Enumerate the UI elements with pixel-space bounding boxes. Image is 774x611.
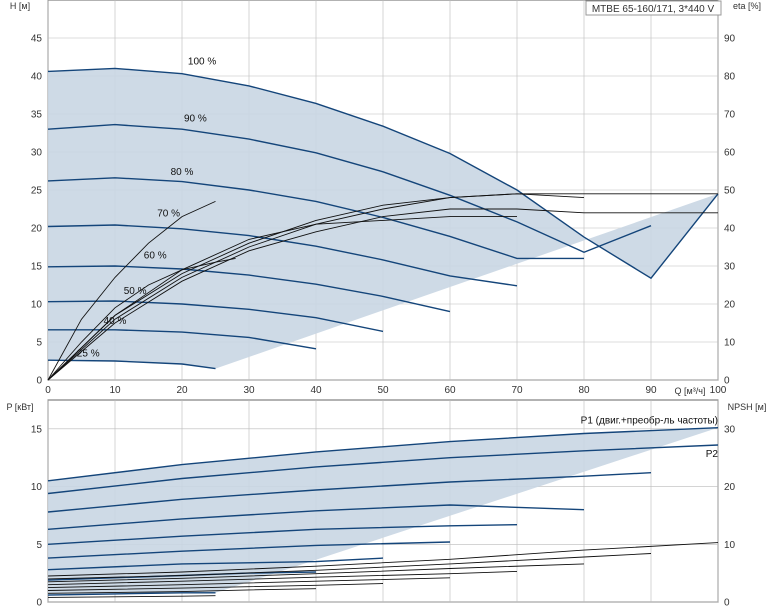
y-tick-label: 35 [31, 110, 43, 121]
curve-line [47, 300, 384, 333]
curve-line [47, 265, 451, 313]
y2-tick-label: 20 [724, 300, 736, 311]
curve-label: 100 % [188, 57, 216, 68]
secondary-curve-line [47, 583, 384, 591]
x-tick-label: 10 [109, 385, 121, 396]
x-tick-label: 20 [176, 385, 188, 396]
curve-label: P2 [706, 449, 719, 460]
curve-line [47, 592, 216, 596]
x-tick-label: 0 [45, 385, 51, 396]
secondary-curve-line [47, 200, 216, 381]
chart-title: MTBE 65-160/171, 3*440 V [592, 4, 715, 15]
y-tick-label: 25 [31, 186, 43, 197]
secondary-curve-line [47, 193, 585, 381]
secondary-curve-line [47, 595, 216, 598]
y2-axis-label-npsh: NPSH [м] [728, 402, 767, 412]
curve-label: 70 % [157, 209, 180, 220]
secondary-curve-line [47, 216, 517, 381]
x-tick-label: 100 [710, 385, 727, 396]
y2-tick-label: 10 [724, 540, 736, 551]
secondary-curve-line [47, 208, 718, 381]
y-tick-label: 5 [36, 540, 42, 551]
y2-tick-label: 90 [724, 34, 736, 45]
x-axis-label: Q [м³/ч] [675, 386, 706, 396]
y2-tick-label: 20 [724, 482, 736, 493]
y-tick-label: 10 [31, 300, 43, 311]
secondary-curve-line [47, 193, 718, 381]
secondary-curve-line [47, 542, 719, 577]
curve-line [48, 329, 317, 350]
curve-line [47, 123, 652, 254]
y-axis-label-power: P [кВт] [6, 402, 33, 412]
secondary-curve-line [47, 588, 317, 594]
secondary-curve-line [47, 553, 652, 580]
operating-region [48, 427, 718, 596]
y-tick-label: 0 [36, 376, 42, 387]
curve-line [47, 177, 584, 260]
y2-tick-label: 10 [724, 338, 736, 349]
y2-tick-label: 40 [724, 224, 736, 235]
x-tick-label: 50 [377, 385, 389, 396]
y2-tick-label: 60 [724, 148, 736, 159]
x-tick-label: 60 [444, 385, 456, 396]
curve-line [47, 504, 585, 530]
power-npsh-panel: P1 (двиг.+преобр-ль частоты) P2 0 5 10 15 0 10 2… [31, 399, 736, 609]
curve-label: 25 % [77, 348, 100, 359]
x-tick-label: 80 [578, 385, 590, 396]
y2-tick-label: 0 [724, 598, 730, 609]
curve-line [47, 557, 384, 571]
curve-line [47, 67, 719, 280]
curve-label: 50 % [124, 286, 147, 297]
x-tick-label: 90 [645, 385, 657, 396]
y-tick-label: 20 [31, 224, 43, 235]
operating-region [48, 68, 718, 369]
x-tick-label: 40 [310, 385, 322, 396]
curve-line [47, 444, 719, 495]
y-tick-label: 30 [31, 148, 43, 159]
curve-line [47, 541, 451, 559]
curve-line [47, 359, 216, 370]
y-tick-label: 45 [31, 34, 43, 45]
y-tick-label: 15 [31, 262, 43, 273]
y2-tick-label: 0 [724, 376, 730, 387]
curve-label: 60 % [144, 250, 167, 261]
secondary-curve-line [47, 570, 518, 586]
y-axis-label-head: H [м] [10, 1, 30, 11]
curve-label: 80 % [171, 167, 194, 178]
y2-tick-label: 70 [724, 110, 736, 121]
head-efficiency-panel: 100 % 90 % 80 % 70 % 60 % 50 % 40 % 25 % 0 5 10 15 2… [31, 0, 736, 396]
curve-label: P1 (двиг.+преобр-ль частоты) [581, 415, 718, 427]
y-tick-label: 40 [31, 72, 43, 83]
title-box [585, 0, 722, 16]
secondary-curve-line [47, 577, 451, 589]
y-tick-label: 0 [36, 598, 42, 609]
y2-tick-label: 80 [724, 72, 736, 83]
curve-label: 90 % [184, 114, 207, 125]
y-tick-label: 5 [36, 338, 42, 349]
y-tick-label: 10 [31, 482, 43, 493]
x-tick-label: 30 [243, 385, 255, 396]
curve-line [47, 427, 719, 482]
x-tick-label: 70 [511, 385, 523, 396]
y2-tick-label: 30 [724, 262, 736, 273]
y2-tick-label: 30 [724, 424, 736, 435]
y-tick-label: 15 [31, 424, 43, 435]
curve-line [47, 524, 518, 545]
curve-label: 40 % [104, 316, 127, 327]
secondary-curve-line [47, 563, 585, 583]
y2-axis-label-eta: eta [%] [733, 1, 761, 11]
y2-tick-label: 50 [724, 186, 736, 197]
curve-line [47, 472, 652, 513]
